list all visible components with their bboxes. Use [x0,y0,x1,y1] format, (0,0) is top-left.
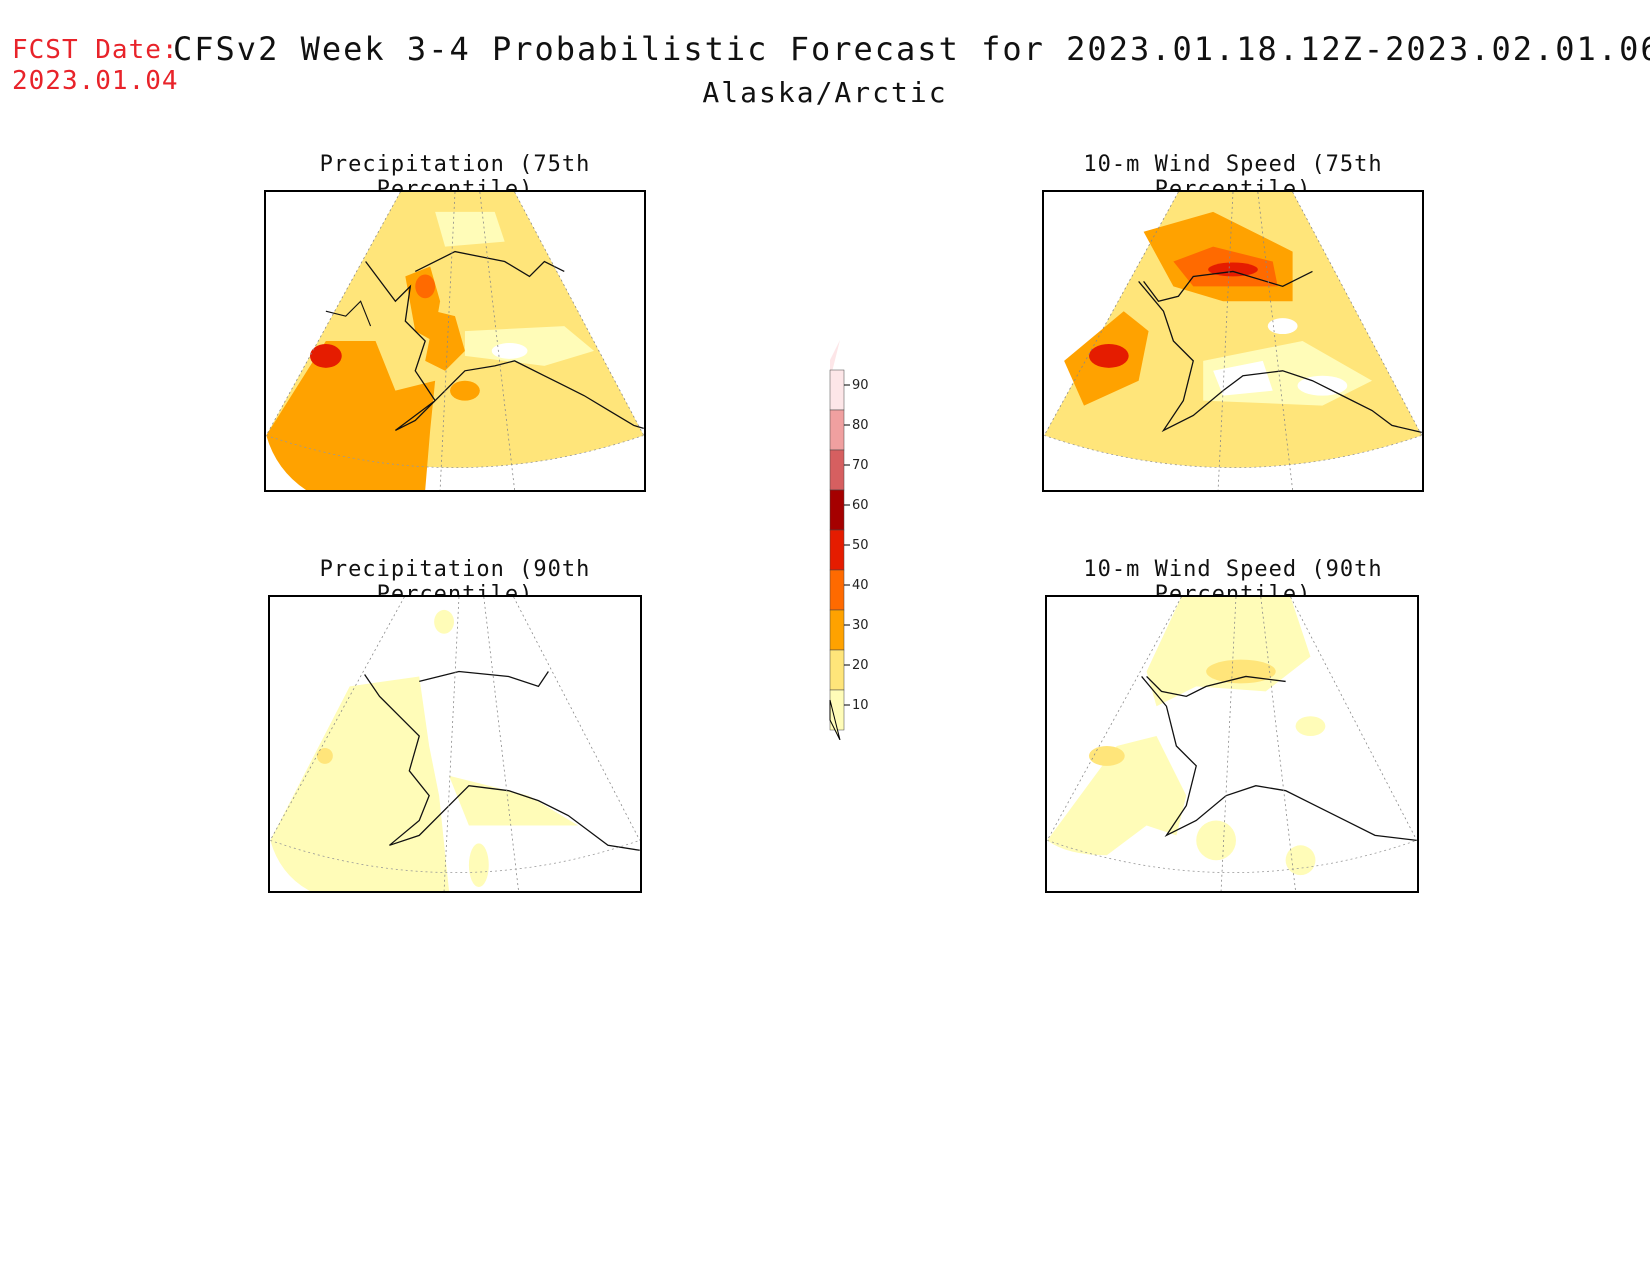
colorbar-bottom-triangle [829,699,841,740]
colorbar-label-90: 90 [852,378,869,393]
colorbar-label-50: 50 [852,538,869,553]
map-wind-75-graphic [1044,192,1422,490]
colorbar-bin-50 [829,529,845,571]
colorbar-label-10: 10 [852,698,869,713]
map-precip-90-graphic [270,597,640,891]
colorbar-bin-60 [829,489,845,531]
map-wind-90-graphic [1047,597,1417,891]
colorbar-label-30: 30 [852,618,869,633]
colorbar-bin-30 [829,609,845,651]
colorbar-legend: 90 80 70 60 50 40 30 20 10 [829,340,869,740]
colorbar-labels: 90 80 70 60 50 40 30 20 10 [844,378,869,713]
fcst-date-value: 2023.01.04 [12,66,179,96]
colorbar-bin-90 [829,369,845,411]
colorbar-bin-70 [829,449,845,491]
colorbar-label-20: 20 [852,658,869,673]
colorbar-bins [829,369,845,731]
colorbar-bin-40 [829,569,845,611]
fcst-date-label: FCST Date: [12,35,179,65]
colorbar-label-60: 60 [852,498,869,513]
map-wind-90 [1045,595,1419,893]
map-wind-75 [1042,190,1424,492]
colorbar-label-40: 40 [852,578,869,593]
colorbar-bin-80 [829,409,845,451]
page-title: CFSv2 Week 3-4 Probabilistic Forecast fo… [173,30,1650,68]
map-precip-75 [264,190,646,492]
colorbar-bin-20 [829,649,845,691]
map-precip-75-graphic [266,192,644,490]
colorbar-label-70: 70 [852,458,869,473]
region-subtitle: Alaska/Arctic [702,76,948,109]
map-precip-90 [268,595,642,893]
colorbar-label-80: 80 [852,418,869,433]
